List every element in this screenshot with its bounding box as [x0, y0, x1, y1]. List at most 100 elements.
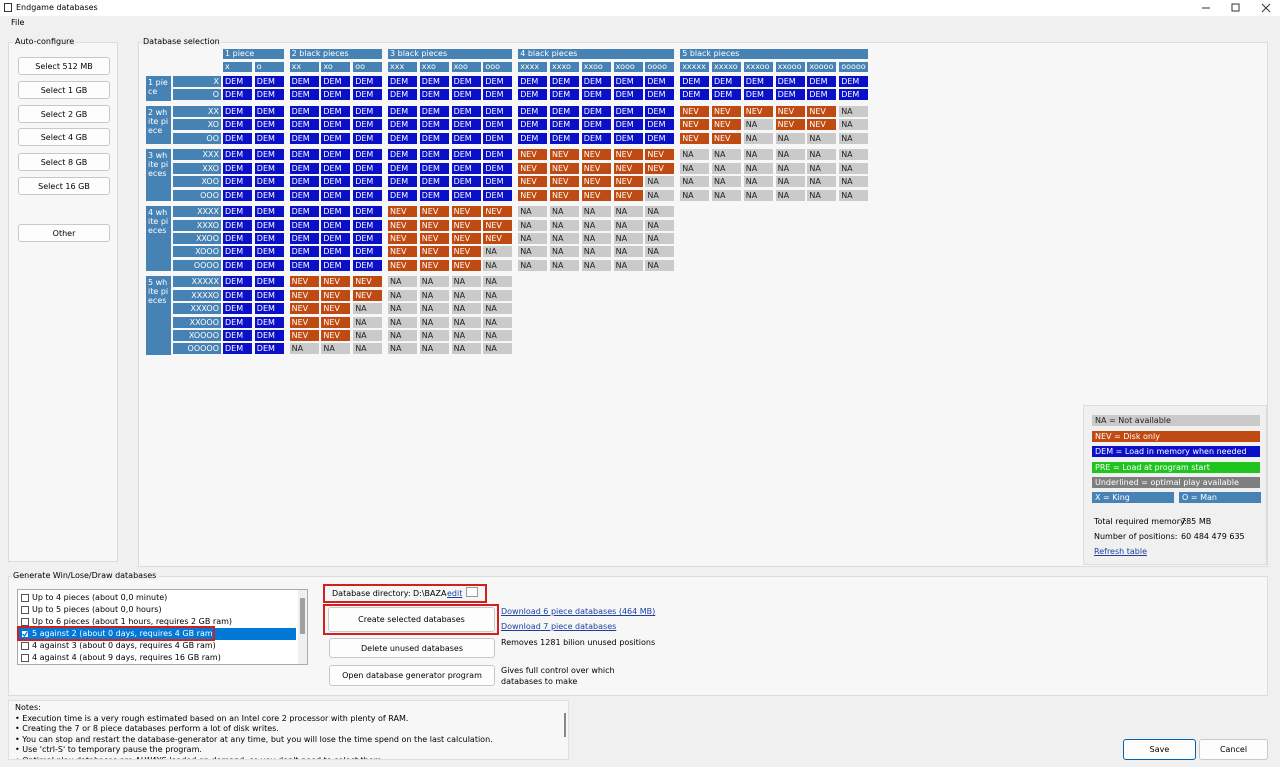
db-cell[interactable]: NA: [419, 303, 449, 315]
auto-config-button[interactable]: Select 512 MB: [18, 57, 110, 75]
db-cell[interactable]: DEM: [223, 276, 252, 288]
db-cell[interactable]: DEM: [223, 176, 252, 188]
db-cell[interactable]: NA: [839, 176, 869, 188]
scroll-thumb[interactable]: [300, 598, 305, 634]
db-cell[interactable]: DEM: [483, 189, 513, 201]
db-cell[interactable]: DEM: [743, 76, 773, 87]
db-cell[interactable]: NEV: [518, 189, 548, 201]
db-cell[interactable]: NA: [483, 246, 513, 258]
db-cell[interactable]: DEM: [254, 106, 284, 117]
list-item[interactable]: 5 against 2 (about 0 days, requires 4 GB…: [19, 628, 296, 640]
db-cell[interactable]: DEM: [321, 162, 351, 174]
db-cell[interactable]: DEM: [419, 132, 449, 144]
db-cell[interactable]: DEM: [223, 233, 252, 244]
checkbox[interactable]: [21, 605, 29, 614]
db-cell[interactable]: DEM: [613, 89, 643, 101]
db-cell[interactable]: DEM: [518, 89, 548, 101]
db-cell[interactable]: NA: [353, 330, 383, 341]
db-cell[interactable]: DEM: [419, 189, 449, 201]
db-cell[interactable]: NEV: [451, 219, 481, 231]
db-cell[interactable]: DEM: [289, 219, 319, 231]
db-cell[interactable]: DEM: [321, 132, 351, 144]
db-cell[interactable]: DEM: [807, 89, 837, 101]
db-cell[interactable]: DEM: [321, 219, 351, 231]
db-cell[interactable]: NA: [712, 162, 741, 174]
db-cell[interactable]: DEM: [775, 89, 805, 101]
db-cell[interactable]: NEV: [419, 206, 449, 218]
db-cell[interactable]: DEM: [321, 233, 351, 244]
db-cell[interactable]: NEV: [613, 189, 643, 201]
db-cell[interactable]: NEV: [645, 162, 675, 174]
db-cell[interactable]: DEM: [645, 119, 675, 131]
db-cell[interactable]: NA: [321, 343, 351, 355]
db-cell[interactable]: NEV: [645, 149, 675, 161]
auto-config-button[interactable]: Select 1 GB: [18, 81, 110, 99]
db-cell[interactable]: NA: [483, 289, 513, 301]
db-cell[interactable]: NA: [743, 176, 773, 188]
db-cell[interactable]: DEM: [550, 76, 579, 87]
db-cell[interactable]: DEM: [254, 246, 284, 258]
db-cell[interactable]: DEM: [680, 76, 710, 87]
db-cell[interactable]: NA: [518, 206, 548, 218]
db-cell[interactable]: NA: [743, 132, 773, 144]
db-cell[interactable]: NEV: [518, 176, 548, 188]
db-cell[interactable]: NEV: [712, 106, 741, 117]
db-cell[interactable]: NEV: [550, 176, 579, 188]
db-cell[interactable]: NA: [613, 259, 643, 271]
db-cell[interactable]: NA: [645, 246, 675, 258]
db-cell[interactable]: NA: [743, 162, 773, 174]
db-cell[interactable]: NA: [680, 176, 710, 188]
db-cell[interactable]: DEM: [353, 206, 383, 218]
db-cell[interactable]: NA: [743, 189, 773, 201]
db-cell[interactable]: DEM: [518, 132, 548, 144]
db-cell[interactable]: NA: [518, 219, 548, 231]
db-cell[interactable]: NA: [581, 259, 611, 271]
db-cell[interactable]: NEV: [419, 259, 449, 271]
db-cell[interactable]: DEM: [223, 259, 252, 271]
db-cell[interactable]: DEM: [289, 176, 319, 188]
db-cell[interactable]: NEV: [680, 106, 710, 117]
db-cell[interactable]: NEV: [680, 119, 710, 131]
db-cell[interactable]: DEM: [419, 162, 449, 174]
db-cell[interactable]: NEV: [451, 246, 481, 258]
download6-link[interactable]: Download 6 piece databases (464 MB): [501, 607, 656, 616]
list-item[interactable]: Up to 5 pieces (about 0,0 hours): [19, 604, 296, 616]
db-cell[interactable]: DEM: [254, 289, 284, 301]
db-cell[interactable]: DEM: [321, 149, 351, 161]
db-cell[interactable]: DEM: [451, 89, 481, 101]
db-cell[interactable]: DEM: [254, 76, 284, 87]
db-cell[interactable]: DEM: [353, 176, 383, 188]
db-cell[interactable]: NEV: [680, 132, 710, 144]
db-cell[interactable]: NA: [550, 246, 579, 258]
db-cell[interactable]: DEM: [321, 119, 351, 131]
list-item[interactable]: 4 against 4 (about 9 days, requires 16 G…: [19, 652, 296, 664]
db-cell[interactable]: DEM: [223, 106, 252, 117]
db-cell[interactable]: DEM: [483, 149, 513, 161]
db-cell[interactable]: NA: [550, 206, 579, 218]
db-cell[interactable]: DEM: [254, 206, 284, 218]
db-cell[interactable]: NEV: [581, 189, 611, 201]
db-cell[interactable]: NEV: [451, 233, 481, 244]
db-cell[interactable]: NA: [451, 303, 481, 315]
db-cell[interactable]: DEM: [483, 89, 513, 101]
db-cell[interactable]: DEM: [321, 206, 351, 218]
db-cell[interactable]: NA: [483, 343, 513, 355]
db-cell[interactable]: NEV: [550, 149, 579, 161]
db-cell[interactable]: DEM: [254, 189, 284, 201]
db-cell[interactable]: DEM: [321, 106, 351, 117]
db-cell[interactable]: NA: [388, 289, 417, 301]
db-cell[interactable]: DEM: [321, 76, 351, 87]
db-cell[interactable]: NA: [613, 246, 643, 258]
db-cell[interactable]: NEV: [550, 189, 579, 201]
db-cell[interactable]: DEM: [223, 76, 252, 87]
db-cell[interactable]: DEM: [254, 89, 284, 101]
db-cell[interactable]: NA: [483, 330, 513, 341]
db-cell[interactable]: NEV: [289, 276, 319, 288]
db-cell[interactable]: DEM: [289, 162, 319, 174]
db-cell[interactable]: NEV: [581, 149, 611, 161]
db-cell[interactable]: DEM: [289, 119, 319, 131]
db-cell[interactable]: DEM: [613, 119, 643, 131]
db-cell[interactable]: DEM: [388, 132, 417, 144]
db-cell[interactable]: DEM: [223, 89, 252, 101]
db-cell[interactable]: DEM: [254, 343, 284, 355]
